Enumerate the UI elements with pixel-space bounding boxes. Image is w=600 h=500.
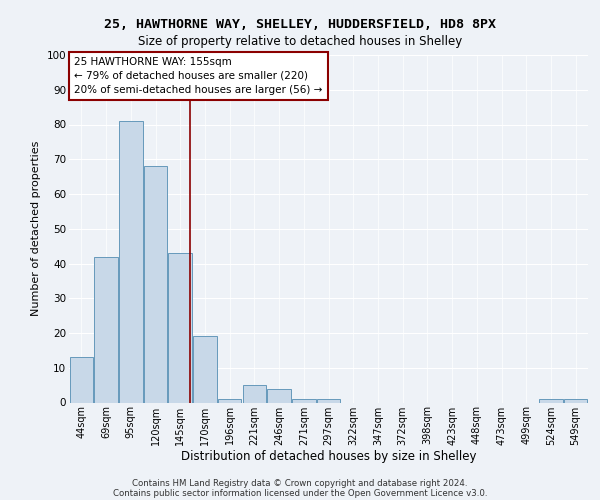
Bar [218,399,241,402]
Bar [193,336,217,402]
X-axis label: Distribution of detached houses by size in Shelley: Distribution of detached houses by size … [181,450,476,463]
Bar [119,121,143,402]
Bar [94,256,118,402]
Text: Contains HM Land Registry data © Crown copyright and database right 2024.: Contains HM Land Registry data © Crown c… [132,478,468,488]
Bar [292,399,316,402]
Bar [70,358,93,403]
Text: Contains public sector information licensed under the Open Government Licence v3: Contains public sector information licen… [113,488,487,498]
Bar [539,399,563,402]
Bar [144,166,167,402]
Y-axis label: Number of detached properties: Number of detached properties [31,141,41,316]
Bar [564,399,587,402]
Text: Size of property relative to detached houses in Shelley: Size of property relative to detached ho… [138,35,462,48]
Bar [169,253,192,402]
Bar [317,399,340,402]
Text: 25, HAWTHORNE WAY, SHELLEY, HUDDERSFIELD, HD8 8PX: 25, HAWTHORNE WAY, SHELLEY, HUDDERSFIELD… [104,18,496,30]
Text: 25 HAWTHORNE WAY: 155sqm
← 79% of detached houses are smaller (220)
20% of semi-: 25 HAWTHORNE WAY: 155sqm ← 79% of detach… [74,56,323,94]
Bar [268,388,291,402]
Bar [242,385,266,402]
